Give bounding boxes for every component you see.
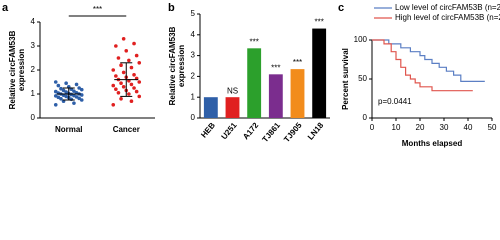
panel-label: c [338, 2, 344, 14]
y-tick-label: 1 [191, 92, 196, 101]
data-point [53, 94, 58, 98]
data-point [72, 101, 76, 105]
y-axis-label: Relative circFAM53B [168, 26, 177, 105]
data-point [134, 89, 139, 94]
significance: *** [271, 63, 280, 72]
data-point [132, 41, 136, 46]
data-point [61, 88, 66, 93]
data-point [121, 70, 126, 75]
x-tick-label: 50 [488, 123, 497, 132]
data-point [137, 61, 142, 65]
data-point [72, 89, 76, 93]
data-point [79, 87, 84, 92]
data-point [59, 86, 63, 91]
y-tick-label: 1 [31, 89, 36, 98]
significance: *** [293, 58, 302, 67]
y-axis-label: expression [177, 45, 186, 87]
y-axis-label: Percent survival [341, 48, 350, 110]
data-point [129, 99, 134, 103]
data-point [111, 83, 116, 88]
data-point [127, 92, 131, 96]
data-point [116, 56, 121, 60]
bar [312, 28, 327, 119]
data-point [119, 81, 123, 85]
x-tick-label: 0 [370, 123, 375, 132]
panel-label: a [2, 2, 9, 14]
x-tick-label: U251 [219, 120, 239, 141]
page: a 0 1 2 3 4 Relative circFAM53B expression Norma… [2, 1, 500, 149]
data-point [77, 86, 81, 90]
x-tick-label: A172 [241, 120, 261, 141]
survival-curve [372, 39, 473, 92]
data-point [119, 63, 123, 67]
y-tick-label: 2 [191, 72, 196, 81]
data-point [137, 80, 142, 84]
data-point [53, 103, 58, 107]
data-point [56, 83, 61, 88]
data-point [134, 53, 139, 58]
data-point [137, 94, 142, 99]
data-point [53, 89, 58, 94]
legend-label: High level of circFAM53B (n=20) [395, 13, 500, 22]
y-tick-label: 2 [31, 65, 36, 74]
x-tick-label: 20 [416, 123, 425, 132]
bar [203, 97, 218, 118]
x-tick-label: 30 [440, 123, 449, 132]
data-point [64, 81, 68, 85]
data-point [121, 37, 126, 41]
significance: *** [249, 37, 258, 46]
x-tick-label: Normal [55, 125, 83, 134]
legend-label: Low level of circFAM53B (n=20) [395, 3, 500, 12]
data-point [119, 97, 123, 101]
y-tick-label: 5 [191, 9, 196, 18]
x-tick-label: 40 [464, 123, 473, 132]
x-tick-label: Cancer [113, 125, 140, 134]
y-tick-label: 3 [31, 41, 36, 50]
data-point [129, 65, 134, 70]
x-tick-label: HEB [199, 121, 217, 140]
p-value: p=0.0441 [378, 97, 412, 106]
data-point [74, 82, 79, 87]
bar [290, 69, 305, 118]
y-tick-label: 0 [191, 113, 196, 122]
y-tick-label: 4 [31, 17, 36, 26]
x-tick-label: TJ861 [261, 120, 283, 144]
significance: *** [93, 5, 102, 14]
bar [247, 48, 262, 118]
data-point [64, 90, 68, 94]
significance: *** [314, 18, 323, 27]
data-point [114, 74, 118, 78]
survival-curve [372, 39, 485, 82]
data-point [114, 87, 118, 91]
data-point [116, 91, 121, 95]
y-tick-label: 100 [354, 35, 368, 44]
bar [225, 97, 240, 118]
y-tick-label: 50 [358, 74, 367, 83]
data-point [124, 49, 129, 53]
y-axis-label: expression [17, 49, 26, 91]
data-point [132, 86, 136, 90]
data-point [111, 103, 116, 107]
data-point [127, 58, 131, 63]
x-tick-label: 10 [392, 123, 401, 132]
data-point [121, 85, 126, 89]
data-point [53, 80, 58, 84]
data-point [129, 82, 134, 87]
y-tick-label: 0 [363, 113, 368, 122]
data-point [79, 98, 84, 102]
y-tick-label: 0 [31, 113, 36, 122]
y-tick-label: 4 [191, 30, 196, 39]
x-tick-label: LN18 [306, 120, 326, 141]
y-tick-label: 3 [191, 51, 196, 60]
significance: NS [227, 86, 238, 95]
x-axis-label: Months elapsed [402, 139, 463, 148]
data-point [132, 73, 136, 77]
x-tick-label: TJ905 [282, 120, 304, 144]
data-point [111, 68, 116, 72]
panel-label: b [168, 2, 175, 14]
bar [268, 74, 283, 118]
y-axis-label: Relative circFAM53B [8, 30, 17, 109]
data-point [114, 44, 118, 48]
